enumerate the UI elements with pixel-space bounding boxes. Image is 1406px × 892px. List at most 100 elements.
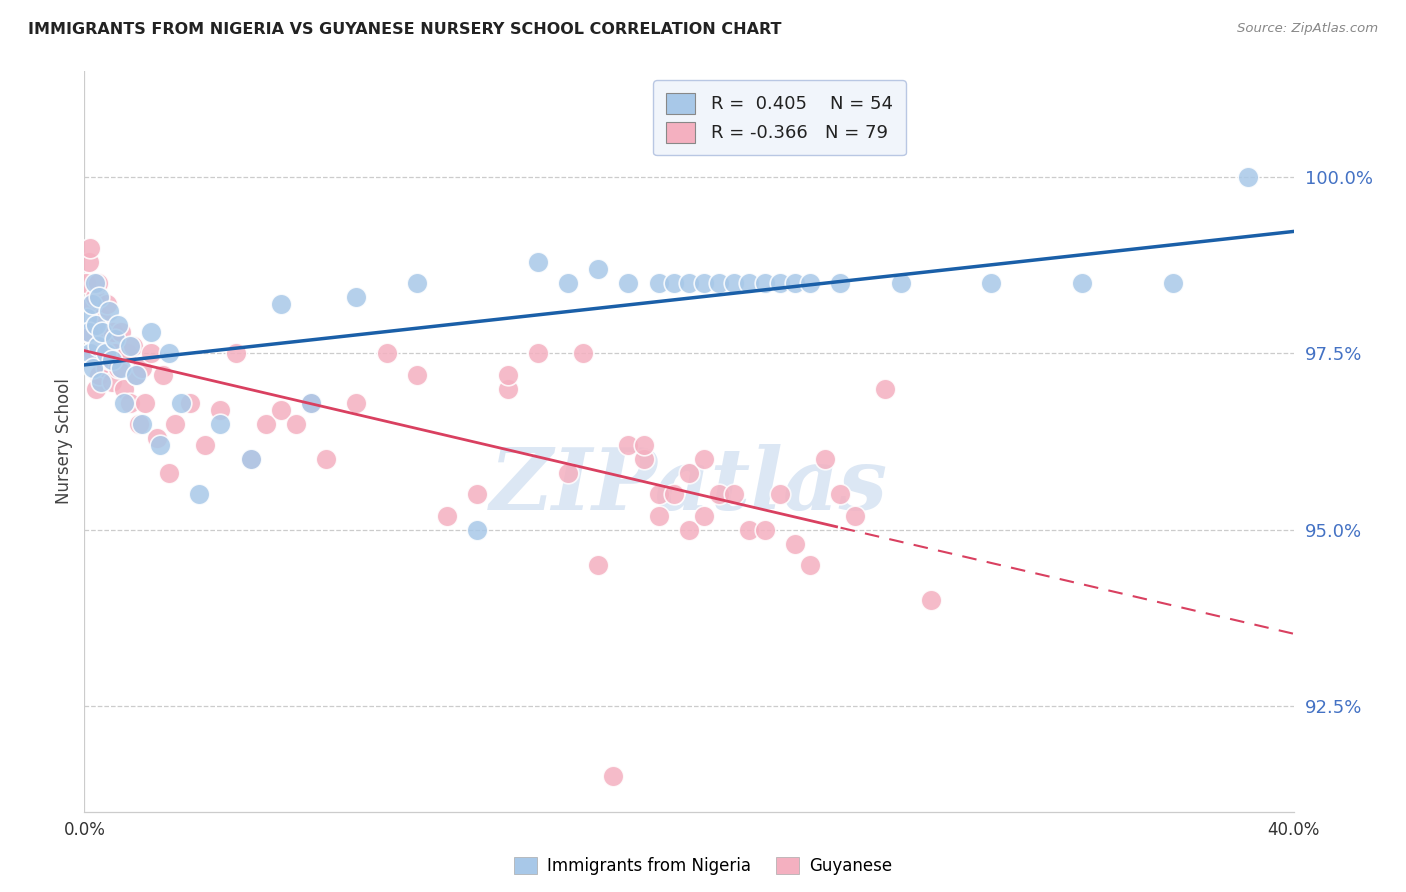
Point [617,438,640,452]
Point [375,346,398,360]
Point [738,523,761,537]
Point [693,276,716,290]
Point [89,368,111,382]
Point [662,487,685,501]
Point [86,318,108,333]
Point [146,431,169,445]
Point [93,346,115,360]
Point [125,368,148,382]
Point [86,382,108,396]
Point [406,368,429,382]
Point [527,254,550,268]
Point [107,360,129,375]
Point [115,346,138,360]
Point [844,508,866,523]
Point [179,396,201,410]
Point [662,276,685,290]
Point [194,438,217,452]
Point [346,396,368,410]
Point [110,325,132,339]
Point [125,368,148,382]
Point [75,276,97,290]
Point [100,353,122,368]
Point [94,360,117,375]
Point [118,339,141,353]
Point [79,346,101,360]
Point [830,487,852,501]
Point [709,487,731,501]
Point [496,382,519,396]
Point [890,276,912,290]
Point [225,346,247,360]
Point [436,508,458,523]
Point [633,438,655,452]
Point [723,276,745,290]
Point [406,276,429,290]
Point [121,339,143,353]
Point [101,325,124,339]
Text: ZIPatlas: ZIPatlas [489,444,889,528]
Point [346,290,368,304]
Point [1071,276,1094,290]
Point [799,558,821,572]
Point [97,339,120,353]
Point [678,467,700,481]
Point [82,360,104,375]
Point [118,396,141,410]
Point [134,396,156,410]
Point [84,276,107,290]
Point [648,487,671,501]
Point [783,276,806,290]
Point [588,261,610,276]
Point [588,558,610,572]
Point [96,297,118,311]
Point [90,311,112,326]
Legend: R =  0.405    N = 54, R = -0.366   N = 79: R = 0.405 N = 54, R = -0.366 N = 79 [654,80,905,155]
Point [157,467,180,481]
Point [149,438,172,452]
Point [783,537,806,551]
Point [617,276,640,290]
Point [87,339,110,353]
Legend: Immigrants from Nigeria, Guyanese: Immigrants from Nigeria, Guyanese [505,849,901,884]
Point [77,325,100,339]
Point [648,276,671,290]
Point [1161,276,1184,290]
Text: Source: ZipAtlas.com: Source: ZipAtlas.com [1237,22,1378,36]
Point [799,276,821,290]
Point [209,402,232,417]
Point [170,396,193,410]
Point [77,254,100,268]
Point [139,346,162,360]
Point [139,325,162,339]
Point [91,325,114,339]
Point [285,417,308,431]
Point [299,396,322,410]
Point [82,346,104,360]
Point [270,297,292,311]
Point [830,276,852,290]
Point [557,467,579,481]
Point [80,297,103,311]
Point [1237,170,1260,185]
Point [239,452,262,467]
Point [97,304,120,318]
Point [89,290,111,304]
Point [209,417,232,431]
Point [112,396,135,410]
Point [104,346,127,360]
Point [76,325,98,339]
Point [299,396,322,410]
Point [678,276,700,290]
Point [754,523,776,537]
Point [131,417,153,431]
Point [602,769,624,783]
Point [188,487,211,501]
Point [152,368,174,382]
Point [496,368,519,382]
Point [980,276,1002,290]
Point [165,417,187,431]
Point [633,452,655,467]
Point [94,346,117,360]
Point [769,276,792,290]
